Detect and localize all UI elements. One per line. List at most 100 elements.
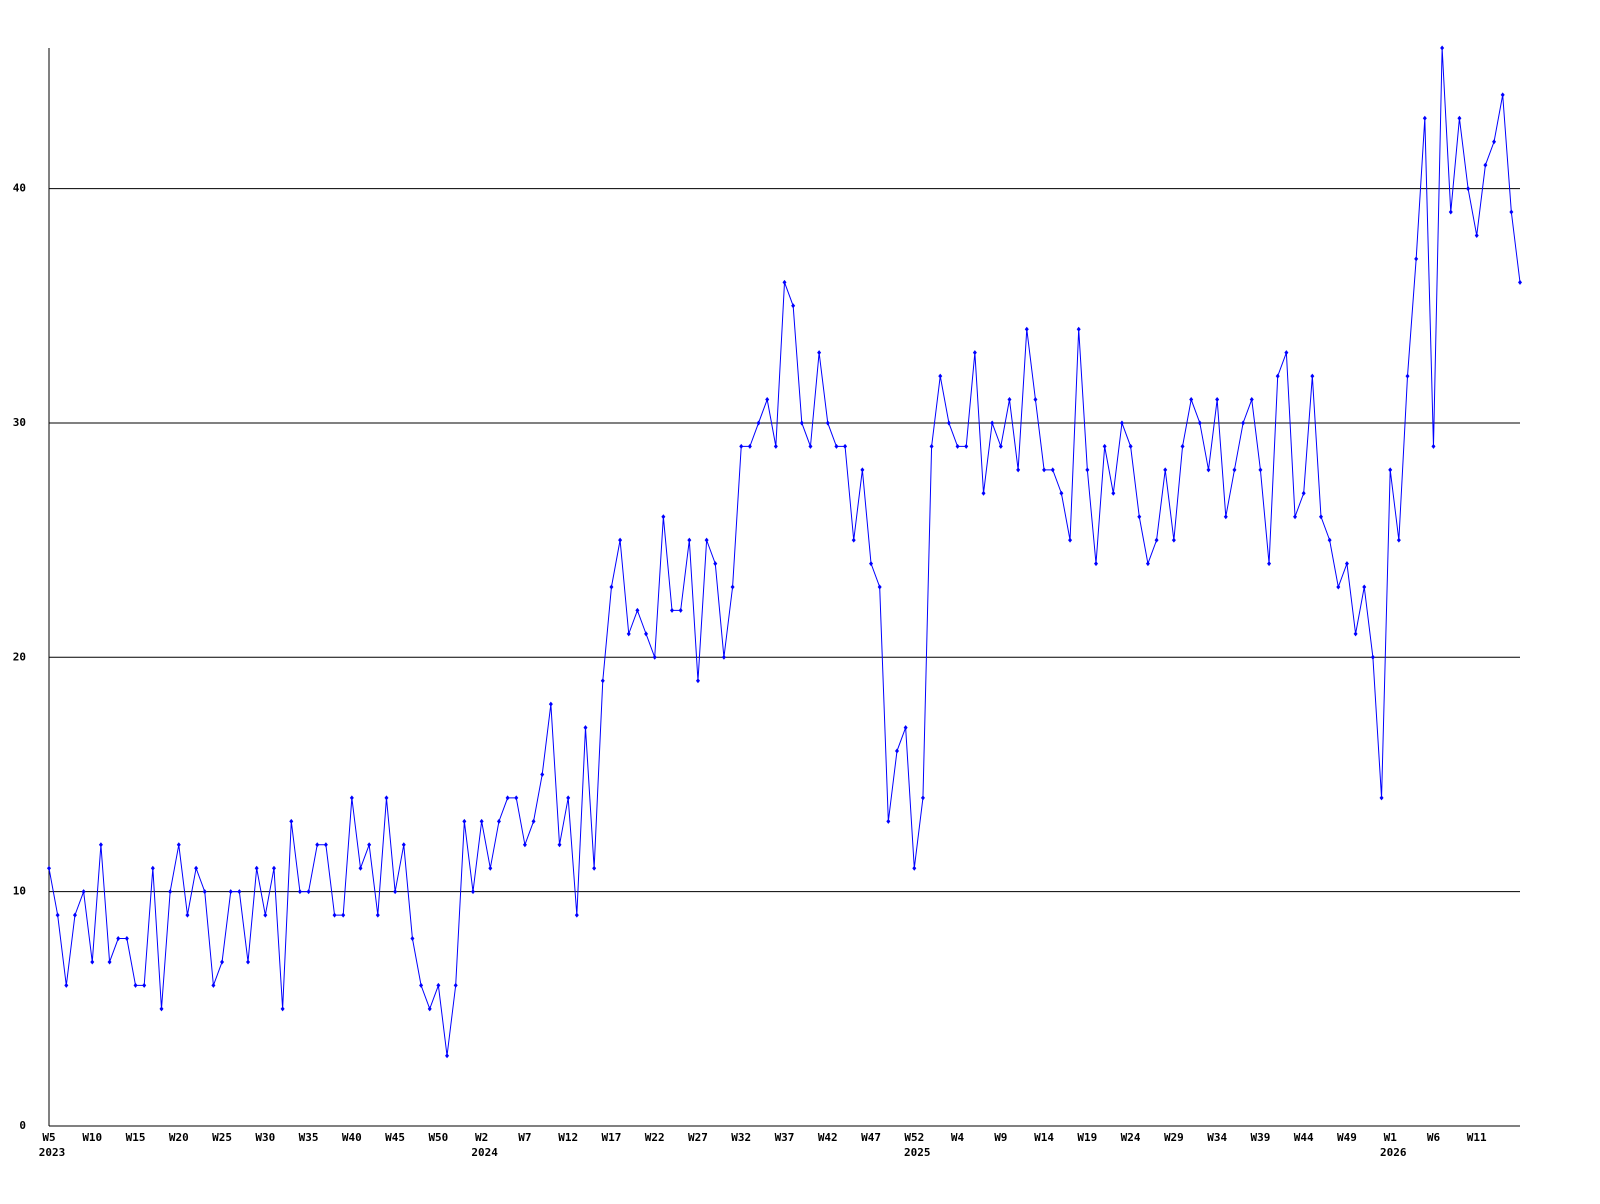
data-point bbox=[1500, 92, 1505, 98]
data-point bbox=[1275, 373, 1280, 379]
x-tick-label: W7 bbox=[518, 1131, 531, 1144]
data-point bbox=[990, 420, 995, 426]
data-point bbox=[384, 795, 389, 801]
data-point bbox=[332, 912, 337, 918]
data-point bbox=[176, 842, 181, 848]
data-point bbox=[280, 1006, 285, 1012]
data-point bbox=[297, 889, 302, 895]
x-tick-label: W24 bbox=[1121, 1131, 1141, 1144]
data-point bbox=[410, 936, 415, 942]
data-point bbox=[713, 561, 718, 567]
data-point bbox=[1197, 420, 1202, 426]
data-point bbox=[972, 350, 977, 356]
data-point bbox=[946, 420, 951, 426]
data-point bbox=[1206, 467, 1211, 473]
data-point bbox=[929, 443, 934, 449]
data-point bbox=[548, 701, 553, 707]
data-point bbox=[228, 889, 233, 895]
data-point bbox=[912, 865, 917, 871]
data-point bbox=[323, 842, 328, 848]
data-point bbox=[263, 912, 268, 918]
data-point bbox=[1076, 326, 1081, 332]
data-point bbox=[644, 631, 649, 637]
data-point bbox=[1336, 584, 1341, 590]
x-tick-label: W50 bbox=[428, 1131, 448, 1144]
data-point bbox=[730, 584, 735, 590]
data-point bbox=[1241, 420, 1246, 426]
data-point bbox=[531, 818, 536, 824]
data-point bbox=[453, 982, 458, 988]
data-point bbox=[505, 795, 510, 801]
data-point bbox=[825, 420, 830, 426]
x-tick-label: W15 bbox=[126, 1131, 146, 1144]
y-tick-label: 10 bbox=[13, 885, 26, 898]
data-point bbox=[315, 842, 320, 848]
data-point bbox=[600, 678, 605, 684]
data-point bbox=[289, 818, 294, 824]
data-point bbox=[1232, 467, 1237, 473]
data-point bbox=[583, 725, 588, 731]
data-point bbox=[1267, 561, 1272, 567]
data-point bbox=[81, 889, 86, 895]
data-point bbox=[687, 537, 692, 543]
data-point bbox=[1422, 115, 1427, 121]
data-point bbox=[1024, 326, 1029, 332]
data-point bbox=[695, 678, 700, 684]
data-point bbox=[367, 842, 372, 848]
data-point bbox=[237, 889, 242, 895]
data-point bbox=[1059, 490, 1064, 496]
x-year-label: 2024 bbox=[471, 1146, 498, 1159]
data-point bbox=[116, 936, 121, 942]
data-point bbox=[799, 420, 804, 426]
data-point bbox=[756, 420, 761, 426]
data-point bbox=[1414, 256, 1419, 262]
data-point bbox=[566, 795, 571, 801]
data-point bbox=[1145, 561, 1150, 567]
data-point bbox=[220, 959, 225, 965]
data-point bbox=[341, 912, 346, 918]
data-point bbox=[1362, 584, 1367, 590]
data-point bbox=[1396, 537, 1401, 543]
data-point bbox=[1137, 514, 1142, 520]
data-point bbox=[1068, 537, 1073, 543]
data-point bbox=[618, 537, 623, 543]
data-point bbox=[557, 842, 562, 848]
data-point bbox=[1284, 350, 1289, 356]
data-point bbox=[964, 443, 969, 449]
data-point bbox=[670, 607, 675, 613]
data-point bbox=[479, 818, 484, 824]
x-tick-label: W32 bbox=[731, 1131, 751, 1144]
x-tick-label: W17 bbox=[602, 1131, 622, 1144]
data-point bbox=[765, 397, 770, 403]
y-tick-label: 20 bbox=[13, 650, 26, 663]
data-point bbox=[1007, 397, 1012, 403]
data-point bbox=[1353, 631, 1358, 637]
data-point bbox=[1094, 561, 1099, 567]
data-point bbox=[1370, 654, 1375, 660]
data-point bbox=[211, 982, 216, 988]
data-point bbox=[808, 443, 813, 449]
data-point bbox=[1119, 420, 1124, 426]
data-point bbox=[488, 865, 493, 871]
x-tick-label: W11 bbox=[1467, 1131, 1487, 1144]
data-point bbox=[462, 818, 467, 824]
data-point bbox=[1431, 443, 1436, 449]
x-tick-label: W4 bbox=[951, 1131, 965, 1144]
y-tick-label: 0 bbox=[19, 1119, 26, 1132]
data-point bbox=[1102, 443, 1107, 449]
x-year-label: 2023 bbox=[39, 1146, 66, 1159]
data-point bbox=[168, 889, 173, 895]
data-point bbox=[1466, 186, 1471, 192]
x-tick-label: W9 bbox=[994, 1131, 1007, 1144]
data-point bbox=[445, 1053, 450, 1059]
data-point bbox=[1327, 537, 1332, 543]
data-point bbox=[903, 725, 908, 731]
data-point bbox=[358, 865, 363, 871]
data-point bbox=[1033, 397, 1038, 403]
x-tick-label: W47 bbox=[861, 1131, 881, 1144]
x-tick-label: W45 bbox=[385, 1131, 405, 1144]
data-point bbox=[375, 912, 380, 918]
data-point bbox=[419, 982, 424, 988]
data-point bbox=[886, 818, 891, 824]
data-point bbox=[678, 607, 683, 613]
